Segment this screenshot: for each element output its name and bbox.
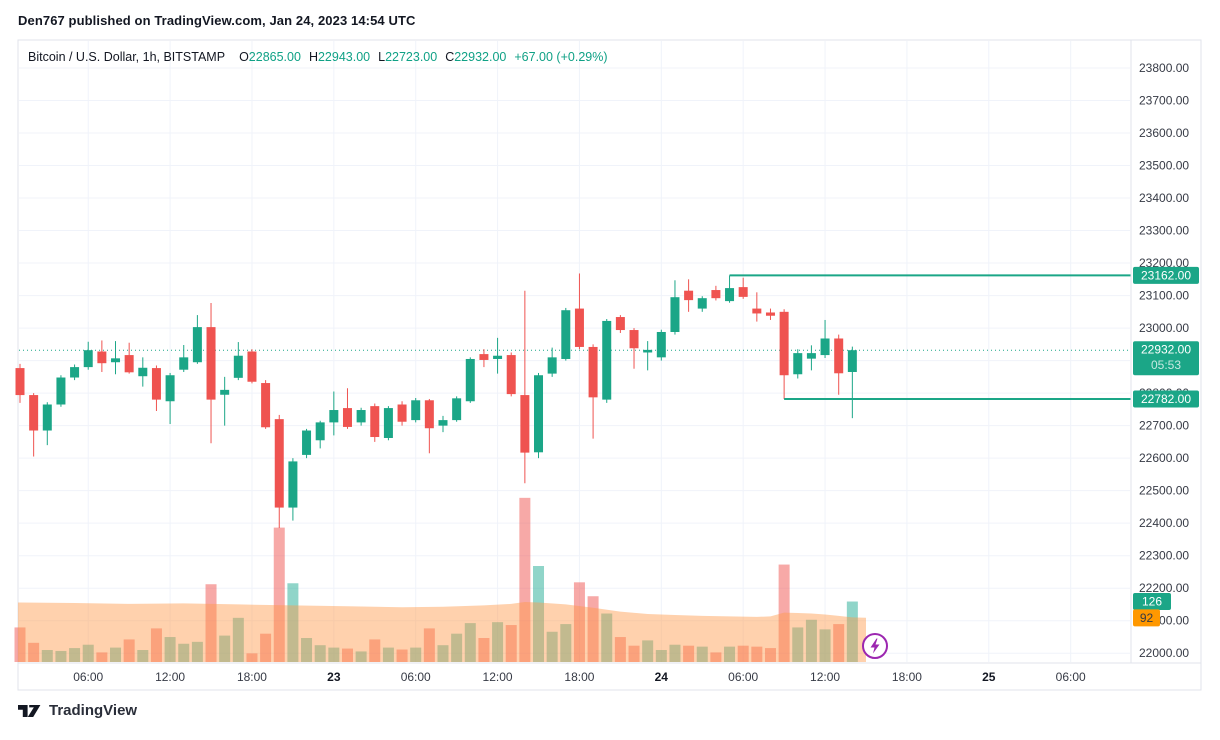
alert-price-lines[interactable] xyxy=(729,274,1131,400)
svg-text:22000.00: 22000.00 xyxy=(1139,646,1189,660)
svg-text:06:00: 06:00 xyxy=(1056,670,1086,684)
svg-text:05:53: 05:53 xyxy=(1151,358,1181,372)
svg-text:12:00: 12:00 xyxy=(483,670,513,684)
svg-text:06:00: 06:00 xyxy=(728,670,758,684)
chart-legend: Bitcoin / U.S. Dollar, 1h, BITSTAMP O228… xyxy=(28,50,608,64)
volume-axis-label-92: 92 xyxy=(1133,609,1160,627)
svg-text:23700.00: 23700.00 xyxy=(1139,93,1189,107)
svg-text:23000.00: 23000.00 xyxy=(1139,321,1189,335)
publish-info-text: Den767 published on TradingView.com, Jan… xyxy=(18,13,416,28)
legend-close: C22932.00 xyxy=(445,50,507,64)
tradingview-logo-icon xyxy=(18,704,41,717)
legend-change: +67.00 (+0.29%) xyxy=(514,50,608,64)
legend-open: O22865.00 xyxy=(239,50,301,64)
svg-text:25: 25 xyxy=(982,670,996,684)
volume-bars xyxy=(14,497,858,662)
chart-widget-border xyxy=(17,39,1202,691)
svg-text:22700.00: 22700.00 xyxy=(1139,419,1189,433)
grid-lines xyxy=(19,41,1130,662)
volume-ma-area xyxy=(18,602,866,662)
svg-text:18:00: 18:00 xyxy=(892,670,922,684)
svg-text:22200.00: 22200.00 xyxy=(1139,581,1189,595)
svg-text:22300.00: 22300.00 xyxy=(1139,549,1189,563)
svg-text:22932.00: 22932.00 xyxy=(1141,343,1191,357)
svg-text:22500.00: 22500.00 xyxy=(1139,484,1189,498)
svg-text:23400.00: 23400.00 xyxy=(1139,191,1189,205)
svg-text:18:00: 18:00 xyxy=(564,670,594,684)
legend-low: L22723.00 xyxy=(378,50,438,64)
svg-text:22782.00: 22782.00 xyxy=(1141,392,1191,406)
tradingview-footer: TradingView xyxy=(18,702,137,719)
svg-text:23500.00: 23500.00 xyxy=(1139,159,1189,173)
svg-text:23300.00: 23300.00 xyxy=(1139,224,1189,238)
alert-price-label: 23162.00 xyxy=(1133,266,1199,284)
svg-text:24: 24 xyxy=(655,670,669,684)
svg-text:18:00: 18:00 xyxy=(237,670,267,684)
lightning-marker-icon[interactable] xyxy=(862,633,888,659)
svg-text:23100.00: 23100.00 xyxy=(1139,289,1189,303)
svg-text:06:00: 06:00 xyxy=(401,670,431,684)
svg-text:23162.00: 23162.00 xyxy=(1141,268,1191,282)
svg-text:23800.00: 23800.00 xyxy=(1139,61,1189,75)
time-axis-scale[interactable]: 06:00 12:00 18:00 23 06:00 12:00 18:00 24 06:00 1… xyxy=(73,670,1086,684)
svg-text:22600.00: 22600.00 xyxy=(1139,451,1189,465)
svg-text:06:00: 06:00 xyxy=(73,670,103,684)
svg-text:22400.00: 22400.00 xyxy=(1139,516,1189,530)
legend-high: H22943.00 xyxy=(308,50,371,64)
symbol-title[interactable]: Bitcoin / U.S. Dollar, 1h, BITSTAMP xyxy=(28,50,226,64)
volume-axis-label-126: 126 xyxy=(1133,593,1171,611)
svg-text:23200.00: 23200.00 xyxy=(1139,256,1189,270)
svg-text:12:00: 12:00 xyxy=(810,670,840,684)
svg-text:12:00: 12:00 xyxy=(155,670,185,684)
candles-layer xyxy=(15,273,857,529)
svg-text:23600.00: 23600.00 xyxy=(1139,126,1189,140)
svg-text:126: 126 xyxy=(1142,595,1162,609)
alert-price-label: 22782.00 xyxy=(1133,390,1199,408)
tradingview-brand-text: TradingView xyxy=(49,702,138,719)
svg-text:23: 23 xyxy=(327,670,341,684)
svg-text:92: 92 xyxy=(1140,611,1154,625)
price-axis-scale[interactable]: 22000.0022100.0022200.0022300.0022400.00… xyxy=(1139,61,1189,660)
